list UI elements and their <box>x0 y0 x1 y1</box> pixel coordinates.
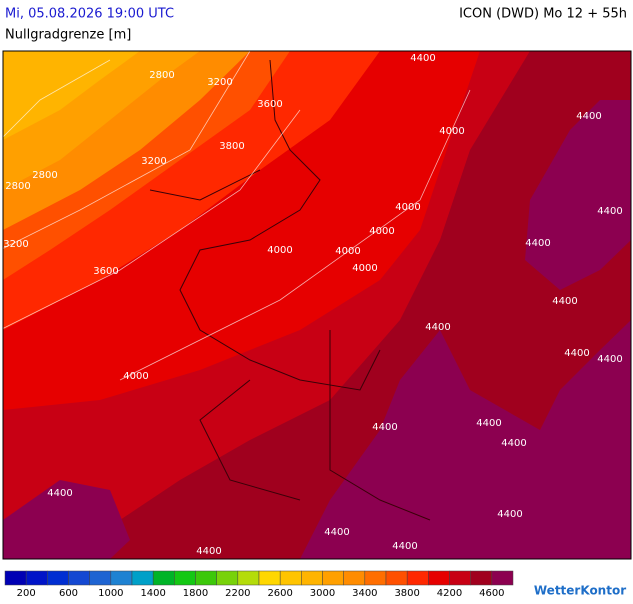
contour-label: 4000 <box>352 263 377 274</box>
colorbar-label: 2600 <box>267 588 292 599</box>
colorbar-label: 3400 <box>352 588 377 599</box>
borders <box>149 59 431 521</box>
colorbar-label: 600 <box>59 588 78 599</box>
colorbar-box <box>428 570 450 586</box>
colorbar-box <box>89 570 112 586</box>
contour-label: 4400 <box>196 546 221 557</box>
contour-label: 4400 <box>597 354 622 365</box>
contour-label: 2800 <box>32 170 57 181</box>
colorbar-box <box>4 570 27 586</box>
colorbar-label: 1400 <box>140 588 165 599</box>
contour-label: 4400 <box>410 53 435 64</box>
colorbar-label: 3000 <box>310 588 335 599</box>
colorbar-box <box>470 570 493 586</box>
contour-label: 4400 <box>497 509 522 520</box>
contour-label: 3800 <box>219 141 244 152</box>
colorbar-box <box>364 570 387 586</box>
colorbar-box <box>216 570 239 586</box>
colorbar-box <box>195 570 217 586</box>
colorbar-box <box>152 570 175 586</box>
contour-label: 4400 <box>576 111 601 122</box>
contour-label: 4400 <box>476 418 501 429</box>
contour-label: 2800 <box>149 70 174 81</box>
contour-label: 4400 <box>525 238 550 249</box>
colorbar-box <box>174 570 196 586</box>
contour-label: 4400 <box>392 541 417 552</box>
colorbar-box <box>322 570 344 586</box>
colorbar-label: 3800 <box>394 588 419 599</box>
parameter: Nullgradgrenze [m] <box>5 28 131 43</box>
contour-label: 4000 <box>439 126 464 137</box>
contour-label: 4000 <box>123 371 148 382</box>
contour-label: 4400 <box>324 527 349 538</box>
colorbar-box <box>68 570 90 586</box>
contour-label: 2800 <box>5 181 30 192</box>
colorbar-box <box>131 570 154 586</box>
contours <box>0 50 471 381</box>
contour-label: 4000 <box>369 226 394 237</box>
contour-label: 3200 <box>3 239 28 250</box>
contour-label: 4400 <box>597 206 622 217</box>
contour-label: 3200 <box>141 156 166 167</box>
colorbar-label: 1000 <box>98 588 123 599</box>
colorbar-box <box>279 570 302 586</box>
colorbar-box <box>491 570 514 586</box>
colorbar-label: 1800 <box>183 588 208 599</box>
contour-label: 4000 <box>335 246 360 257</box>
region <box>525 100 631 290</box>
contour-label: 4400 <box>501 438 526 449</box>
logo: WetterKontor <box>534 584 626 598</box>
colorbar-box <box>258 570 281 586</box>
colorbar-label: 200 <box>17 588 36 599</box>
contour-label: 4400 <box>564 348 589 359</box>
contour-label: 3600 <box>257 99 282 110</box>
colorbar-box <box>449 570 471 586</box>
colorbar: 200 600 1000 1400 1800 2200 2600 3000 3400 3800 42… <box>4 570 514 599</box>
colorbar-box <box>385 570 408 586</box>
colorbar-box <box>237 570 260 586</box>
colorbar-box <box>47 570 69 586</box>
model: ICON (DWD) Mo 12 + 55h <box>459 7 627 22</box>
colorbar-label: 4600 <box>479 588 504 599</box>
contour-label: 4400 <box>47 488 72 499</box>
map-frame <box>2 50 632 560</box>
colorbar-box <box>110 570 133 586</box>
contour-label: 3200 <box>207 77 232 88</box>
colorbar-label: 4200 <box>437 588 462 599</box>
colorbar-label: 2200 <box>225 588 250 599</box>
contour-labels: 2800 3200 3600 3800 3200 2800 2800 3200 … <box>3 53 622 557</box>
contour-label: 4400 <box>425 322 450 333</box>
colorbar-box <box>25 570 48 586</box>
region <box>3 480 130 559</box>
contour-label: 4000 <box>267 245 292 256</box>
contour-label: 4400 <box>372 422 397 433</box>
map <box>0 50 632 560</box>
contour-label: 4000 <box>395 202 420 213</box>
colorbar-box <box>301 570 323 586</box>
region <box>300 320 631 559</box>
datetime: Mi, 05.08.2026 19:00 UTC <box>5 7 174 22</box>
colorbar-box <box>343 570 366 586</box>
colorbar-box <box>406 570 429 586</box>
contour-label: 4400 <box>552 296 577 307</box>
region <box>3 51 140 140</box>
contour-label: 3600 <box>93 266 118 277</box>
